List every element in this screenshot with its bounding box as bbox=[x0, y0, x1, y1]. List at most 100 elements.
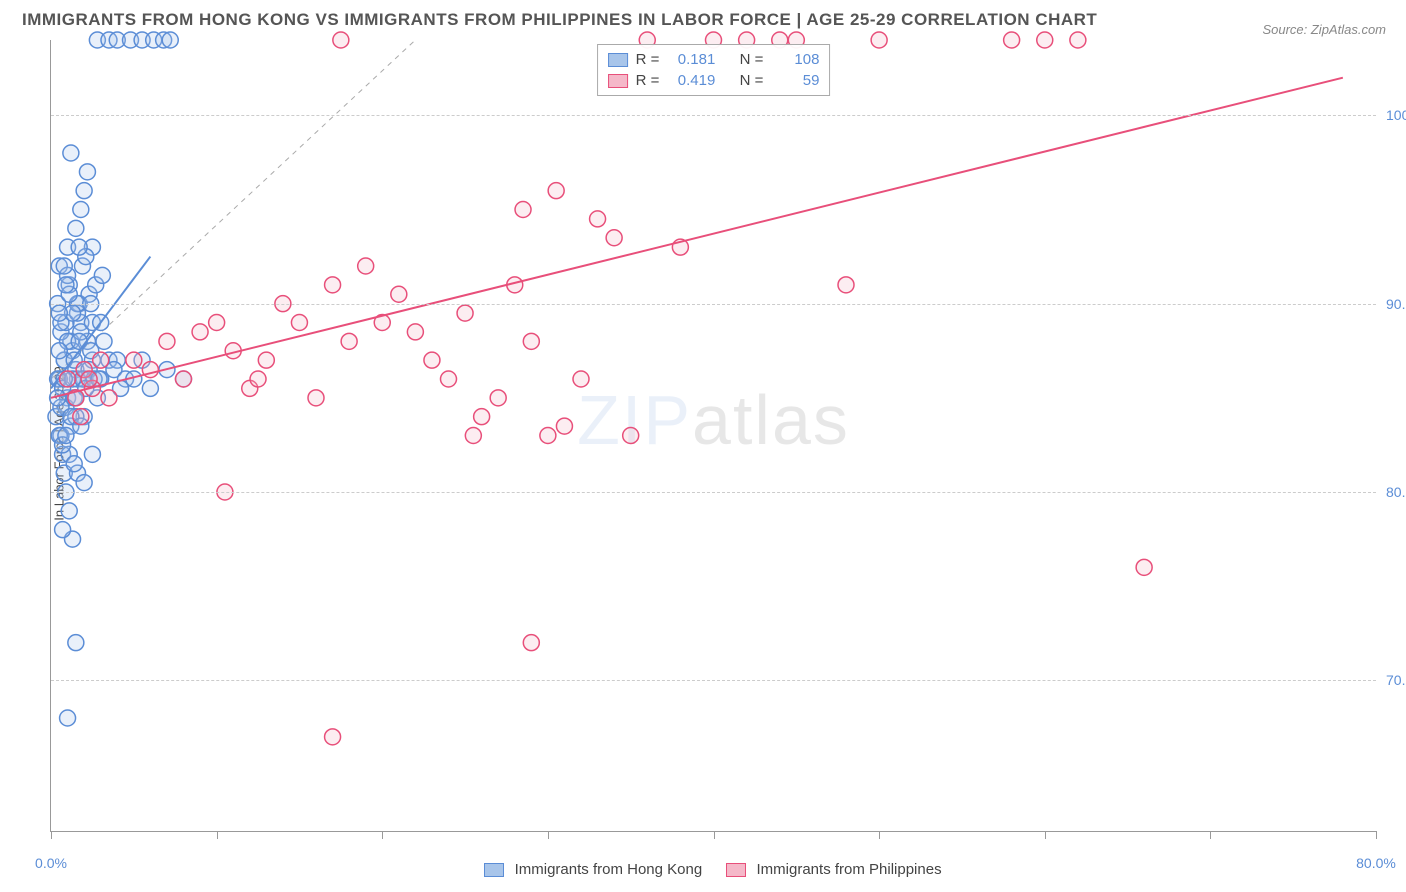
scatter-point-hongkong bbox=[84, 446, 100, 462]
scatter-point-hongkong bbox=[76, 183, 92, 199]
stats-r-val-1: 0.181 bbox=[667, 51, 715, 68]
source-attribution: Source: ZipAtlas.com bbox=[1262, 22, 1386, 37]
scatter-point-philippines bbox=[341, 333, 357, 349]
scatter-point-philippines bbox=[457, 305, 473, 321]
scatter-point-philippines bbox=[73, 409, 89, 425]
grid-line-h bbox=[51, 115, 1376, 116]
stats-swatch-1 bbox=[608, 53, 628, 67]
scatter-point-hongkong bbox=[56, 258, 72, 274]
x-tick bbox=[548, 831, 549, 839]
scatter-point-philippines bbox=[325, 729, 341, 745]
scatter-point-hongkong bbox=[63, 145, 79, 161]
stats-n-val-1: 108 bbox=[771, 51, 819, 68]
scatter-point-philippines bbox=[474, 409, 490, 425]
scatter-point-philippines bbox=[590, 211, 606, 227]
scatter-point-hongkong bbox=[73, 202, 89, 218]
x-tick bbox=[1210, 831, 1211, 839]
scatter-point-hongkong bbox=[68, 635, 84, 651]
y-tick-label: 90.0% bbox=[1386, 296, 1406, 312]
scatter-point-philippines bbox=[126, 352, 142, 368]
scatter-point-philippines bbox=[176, 371, 192, 387]
scatter-point-philippines bbox=[573, 371, 589, 387]
scatter-point-philippines bbox=[523, 635, 539, 651]
x-tick bbox=[51, 831, 52, 839]
grid-line-h bbox=[51, 304, 1376, 305]
scatter-point-philippines bbox=[159, 333, 175, 349]
stats-r-label-2: R = bbox=[636, 72, 660, 89]
legend-label-1: Immigrants from Hong Kong bbox=[515, 861, 703, 878]
stats-n-label-2: N = bbox=[740, 72, 764, 89]
scatter-point-philippines bbox=[465, 428, 481, 444]
scatter-point-hongkong bbox=[58, 428, 74, 444]
stats-r-val-2: 0.419 bbox=[667, 72, 715, 89]
chart-svg bbox=[51, 40, 1376, 831]
plot-area: In Labor Force | Age 25-29 ZIPatlas R = … bbox=[50, 40, 1376, 832]
scatter-point-hongkong bbox=[71, 239, 87, 255]
bottom-legend: Immigrants from Hong Kong Immigrants fro… bbox=[0, 861, 1406, 878]
stats-row-1: R = 0.181 N = 108 bbox=[608, 49, 820, 70]
scatter-point-philippines bbox=[1070, 32, 1086, 48]
scatter-point-hongkong bbox=[51, 305, 67, 321]
x-tick bbox=[1045, 831, 1046, 839]
scatter-point-philippines bbox=[540, 428, 556, 444]
stats-row-2: R = 0.419 N = 59 bbox=[608, 70, 820, 91]
stats-n-label: N = bbox=[740, 51, 764, 68]
scatter-point-philippines bbox=[60, 371, 76, 387]
legend-swatch-2 bbox=[726, 863, 746, 877]
scatter-point-philippines bbox=[291, 315, 307, 331]
scatter-point-philippines bbox=[258, 352, 274, 368]
y-tick-label: 80.0% bbox=[1386, 484, 1406, 500]
scatter-point-philippines bbox=[101, 390, 117, 406]
scatter-point-hongkong bbox=[162, 32, 178, 48]
y-tick-label: 100.0% bbox=[1386, 107, 1406, 123]
scatter-point-philippines bbox=[192, 324, 208, 340]
scatter-point-philippines bbox=[308, 390, 324, 406]
scatter-point-hongkong bbox=[76, 475, 92, 491]
scatter-point-philippines bbox=[515, 202, 531, 218]
scatter-point-hongkong bbox=[94, 267, 110, 283]
scatter-point-philippines bbox=[623, 428, 639, 444]
stats-swatch-2 bbox=[608, 74, 628, 88]
x-tick bbox=[382, 831, 383, 839]
scatter-point-philippines bbox=[548, 183, 564, 199]
scatter-point-philippines bbox=[358, 258, 374, 274]
x-tick bbox=[879, 831, 880, 839]
scatter-point-hongkong bbox=[60, 710, 76, 726]
scatter-point-philippines bbox=[325, 277, 341, 293]
scatter-point-philippines bbox=[1136, 559, 1152, 575]
chart-title: IMMIGRANTS FROM HONG KONG VS IMMIGRANTS … bbox=[22, 10, 1097, 30]
y-tick-label: 70.0% bbox=[1386, 672, 1406, 688]
scatter-point-hongkong bbox=[68, 220, 84, 236]
legend-label-2: Immigrants from Philippines bbox=[757, 861, 942, 878]
legend-swatch-1 bbox=[484, 863, 504, 877]
scatter-point-philippines bbox=[209, 315, 225, 331]
scatter-point-hongkong bbox=[79, 164, 95, 180]
grid-line-h bbox=[51, 492, 1376, 493]
scatter-point-philippines bbox=[333, 32, 349, 48]
scatter-point-philippines bbox=[838, 277, 854, 293]
scatter-point-philippines bbox=[407, 324, 423, 340]
scatter-point-hongkong bbox=[51, 343, 67, 359]
stats-r-label: R = bbox=[636, 51, 660, 68]
scatter-point-philippines bbox=[93, 352, 109, 368]
scatter-point-hongkong bbox=[61, 503, 77, 519]
scatter-point-philippines bbox=[523, 333, 539, 349]
scatter-point-philippines bbox=[490, 390, 506, 406]
scatter-point-philippines bbox=[250, 371, 266, 387]
x-tick bbox=[714, 831, 715, 839]
scatter-point-hongkong bbox=[58, 277, 74, 293]
scatter-point-hongkong bbox=[142, 380, 158, 396]
x-tick bbox=[217, 831, 218, 839]
scatter-point-philippines bbox=[1004, 32, 1020, 48]
x-tick bbox=[1376, 831, 1377, 839]
scatter-point-philippines bbox=[871, 32, 887, 48]
scatter-point-hongkong bbox=[55, 522, 71, 538]
stats-box: R = 0.181 N = 108 R = 0.419 N = 59 bbox=[597, 44, 831, 96]
scatter-point-philippines bbox=[391, 286, 407, 302]
scatter-point-philippines bbox=[81, 371, 97, 387]
scatter-point-philippines bbox=[1037, 32, 1053, 48]
scatter-point-philippines bbox=[441, 371, 457, 387]
grid-line-h bbox=[51, 680, 1376, 681]
scatter-point-philippines bbox=[556, 418, 572, 434]
scatter-point-philippines bbox=[424, 352, 440, 368]
